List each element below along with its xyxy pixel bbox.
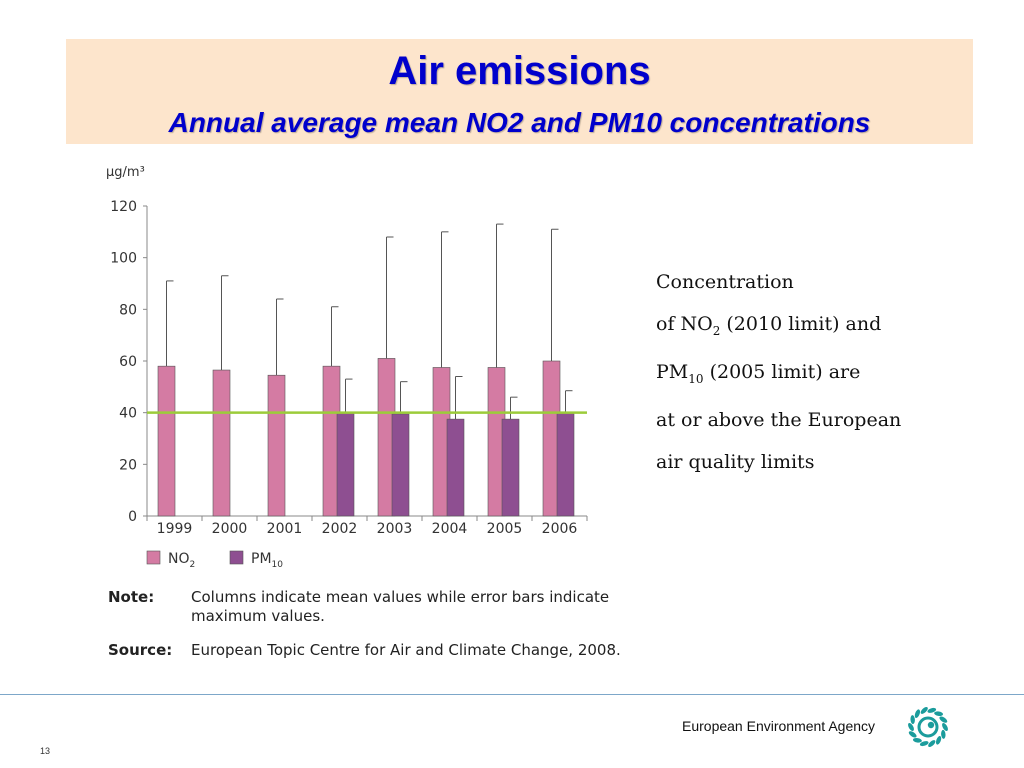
bar-no2-1999: [157, 365, 176, 517]
source-text: European Topic Centre for Air and Climat…: [191, 641, 621, 659]
y-tick-label: 120: [110, 199, 137, 215]
y-unit-label: µg/m³: [106, 165, 145, 180]
legend-swatch: [146, 550, 161, 565]
x-tick-label: 2006: [542, 521, 578, 537]
footer-divider: [0, 694, 1024, 695]
side-line-5: air quality limits: [656, 450, 815, 473]
x-tick-label: 2002: [322, 521, 358, 537]
side-line-2: of NO2 (2010 limit) and: [656, 312, 882, 338]
x-tick-label: 2000: [212, 521, 248, 537]
x-tick-label: 2003: [377, 521, 413, 537]
bar-pm10-2006: [556, 412, 575, 517]
side-description: Concentration of NO2 (2010 limit) and PM…: [656, 262, 956, 483]
x-tick-label: 1999: [157, 521, 193, 537]
bar-pm10-2002: [336, 412, 355, 517]
agency-name: European Environment Agency: [682, 718, 876, 734]
bar-pm10-2004: [446, 418, 465, 517]
y-tick-label: 20: [119, 457, 137, 473]
x-tick-label: 2004: [432, 521, 468, 537]
note-label: Note:: [108, 588, 155, 606]
bar-chart: µg/m³ 0 20 40 60 80 100 120 1999 2000 2001 2002 2003…: [106, 165, 588, 570]
y-tick-label: 0: [128, 509, 137, 525]
page-subtitle: Annual average mean NO2 and PM10 concent…: [168, 107, 871, 138]
bar-pm10-2005: [501, 418, 520, 517]
legend-label: PM10: [251, 551, 283, 570]
y-tick-label: 40: [119, 406, 137, 422]
side-line-4: at or above the European: [656, 409, 902, 432]
bar-no2-2001: [267, 374, 286, 517]
y-tick-label: 60: [119, 354, 137, 370]
x-tick-label: 2001: [267, 521, 303, 537]
page-title: Air emissions: [388, 49, 651, 93]
note-text: Columns indicate mean values while error…: [191, 588, 610, 625]
source-label: Source:: [108, 641, 173, 659]
x-tick-label: 2005: [487, 521, 523, 537]
bar-pm10-2003: [391, 413, 410, 517]
page-number: 13: [40, 746, 51, 756]
legend-swatch: [229, 550, 244, 565]
side-line-1: Concentration: [656, 271, 794, 293]
legend-label: NO2: [168, 551, 195, 570]
side-line-3: PM10 (2005 limit) are: [656, 360, 861, 386]
bar-no2-2000: [212, 369, 231, 517]
y-tick-label: 80: [119, 302, 137, 318]
eea-logo-icon: [908, 706, 948, 748]
y-tick-label: 100: [110, 251, 137, 267]
title-band: Air emissions Annual average mean NO2 an…: [66, 39, 973, 144]
